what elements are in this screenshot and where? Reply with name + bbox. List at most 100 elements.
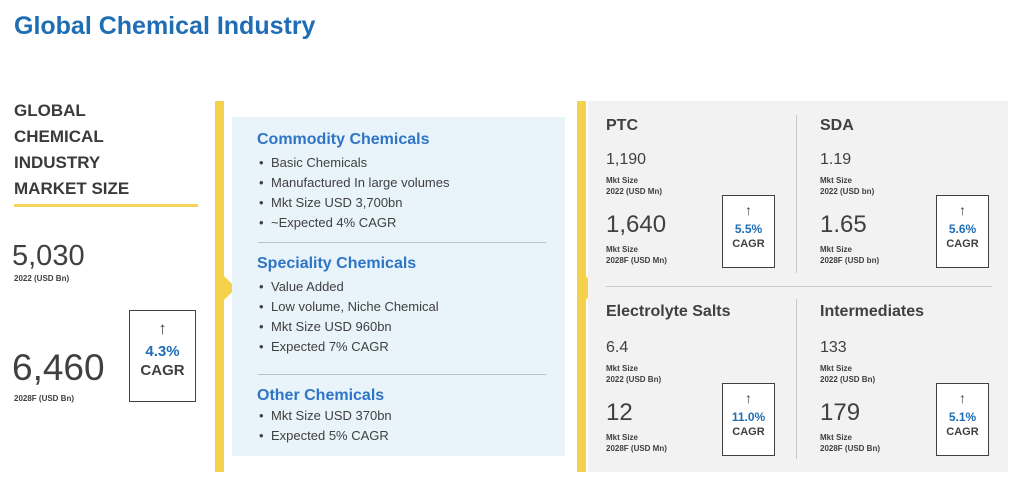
category-divider (258, 242, 546, 243)
caption-line: Mkt Size (606, 176, 639, 185)
bullet-item: • Manufactured In large volumes (259, 173, 449, 193)
segment-caption-2022: Mkt Size 2022 (USD Bn) (820, 363, 875, 385)
segment-value-2022: 1.19 (820, 151, 852, 168)
bullet-item: • Mkt Size USD 960bn (259, 317, 439, 337)
market-heading-line: CHEMICAL (14, 127, 104, 146)
caption-line: 2028F (USD Mn) (606, 444, 667, 453)
bullet-item: • Low volume, Niche Chemical (259, 297, 439, 317)
segment-cagr-box: ↑ 11.0% CAGR (722, 383, 775, 456)
bullet-item: • ~Expected 4% CAGR (259, 213, 449, 233)
market-cagr-label: CAGR (140, 362, 185, 379)
segment-value-2028: 12 (606, 399, 633, 426)
caption-line: 2028F (USD Mn) (606, 256, 667, 265)
caption-line: 2022 (USD Bn) (606, 375, 662, 384)
bullet-item: • Value Added (259, 277, 439, 297)
up-arrow-icon: ↑ (745, 202, 752, 218)
segment-cagr-percent: 11.0% (731, 410, 766, 424)
segment-cagr-label: CAGR (946, 426, 979, 438)
market-heading-line: INDUSTRY (14, 153, 101, 172)
segment-value-2022: 6.4 (606, 339, 629, 356)
segment-cagr-percent: 5.1% (948, 410, 977, 424)
bullet-icon: • (259, 339, 264, 354)
category-divider (258, 374, 546, 375)
segment-value-2028: 1,640 (606, 211, 667, 238)
segment-title: SDA (820, 117, 854, 134)
segment-cagr-label: CAGR (946, 238, 979, 250)
bullet-item: • Basic Chemicals (259, 153, 449, 173)
segment-value-2022: 1,190 (606, 151, 647, 168)
bullet-text: Manufactured In large volumes (271, 175, 450, 190)
category-bullets: • Basic Chemicals • Manufactured In large … (259, 153, 449, 233)
market-size-heading: GLOBAL CHEMICAL INDUSTRY MARKET SIZE (14, 98, 199, 202)
caption-line: Mkt Size (606, 364, 639, 373)
bullet-text: Expected 7% CAGR (271, 339, 389, 354)
bullet-text: Mkt Size USD 370bn (271, 408, 392, 423)
bullet-icon: • (259, 195, 264, 210)
caption-line: 2022 (USD Bn) (820, 375, 876, 384)
yellow-divider (215, 101, 224, 472)
segment-divider (796, 115, 797, 273)
caption-line: Mkt Size (606, 433, 639, 442)
market-cagr-box: ↑ 4.3% CAGR (129, 310, 196, 402)
bullet-text: Low volume, Niche Chemical (271, 299, 439, 314)
caption-line: Mkt Size (820, 364, 853, 373)
bullet-text: Value Added (271, 279, 344, 294)
category-bullets: • Mkt Size USD 370bn • Expected 5% CAGR (259, 406, 392, 446)
bullet-icon: • (259, 215, 264, 230)
segment-cagr-percent: 5.6% (948, 222, 977, 236)
bullet-item: • Mkt Size USD 3,700bn (259, 193, 449, 213)
caption-line: 2028F (USD bn) (820, 256, 880, 265)
caption-line: Mkt Size (820, 245, 853, 254)
up-arrow-icon: ↑ (158, 319, 167, 338)
bullet-item: • Expected 7% CAGR (259, 337, 439, 357)
segment-caption-2028: Mkt Size 2028F (USD Mn) (606, 244, 667, 266)
segment-divider (606, 286, 992, 287)
page-title: Global Chemical Industry (14, 12, 316, 40)
bullet-icon: • (259, 408, 264, 423)
yellow-divider (577, 101, 586, 472)
categories-panel: Commodity Chemicals • Basic Chemicals • Ma… (232, 117, 565, 456)
bullet-text: Mkt Size USD 960bn (271, 319, 392, 334)
segment-value-2022: 133 (820, 339, 847, 356)
caption-line: Mkt Size (606, 245, 639, 254)
segment-cagr-percent: 5.5% (734, 222, 763, 236)
category-title: Speciality Chemicals (257, 255, 417, 272)
bullet-icon: • (259, 175, 264, 190)
caption-line: 2022 (USD Mn) (606, 187, 663, 196)
market-heading-line: MARKET SIZE (14, 179, 130, 198)
bullet-icon: • (259, 299, 264, 314)
segment-cagr-box: ↑ 5.6% CAGR (936, 195, 989, 268)
segment-title: PTC (606, 117, 638, 134)
bullet-item: • Mkt Size USD 370bn (259, 406, 392, 426)
bullet-icon: • (259, 319, 264, 334)
caption-line: Mkt Size (820, 176, 853, 185)
up-arrow-icon: ↑ (959, 390, 966, 406)
up-arrow-icon: ↑ (745, 390, 752, 406)
segment-caption-2022: Mkt Size 2022 (USD Mn) (606, 175, 662, 197)
market-caption-2022: 2022 (USD Bn) (14, 274, 70, 283)
caption-line: Mkt Size (820, 433, 853, 442)
segment-cagr-label: CAGR (732, 426, 765, 438)
bullet-icon: • (259, 428, 264, 443)
category-title: Commodity Chemicals (257, 131, 430, 148)
market-cagr-percent: 4.3% (145, 343, 180, 360)
segment-caption-2028: Mkt Size 2028F (USD Bn) (820, 432, 880, 454)
category-title: Other Chemicals (257, 387, 385, 404)
category-bullets: • Value Added • Low volume, Niche Chemical… (259, 277, 439, 357)
bullet-text: ~Expected 4% CAGR (271, 215, 397, 230)
segments-panel: PTC 1,190 Mkt Size 2022 (USD Mn) 1,640 M… (588, 101, 1008, 472)
bullet-text: Mkt Size USD 3,700bn (271, 195, 403, 210)
market-caption-2028: 2028F (USD Bn) (14, 394, 75, 403)
segment-cagr-label: CAGR (732, 238, 765, 250)
segment-cagr-box: ↑ 5.5% CAGR (722, 195, 775, 268)
segment-value-2028: 179 (820, 399, 861, 426)
market-heading-line: GLOBAL (14, 101, 86, 120)
segment-cagr-box: ↑ 5.1% CAGR (936, 383, 989, 456)
segment-divider (796, 299, 797, 459)
segment-value-2028: 1.65 (820, 211, 867, 238)
segment-title: Electrolyte Salts (606, 303, 731, 320)
bullet-icon: • (259, 155, 264, 170)
segment-title: Intermediates (820, 303, 925, 320)
segment-caption-2022: Mkt Size 2022 (USD Bn) (606, 363, 661, 385)
heading-underline (14, 204, 198, 207)
